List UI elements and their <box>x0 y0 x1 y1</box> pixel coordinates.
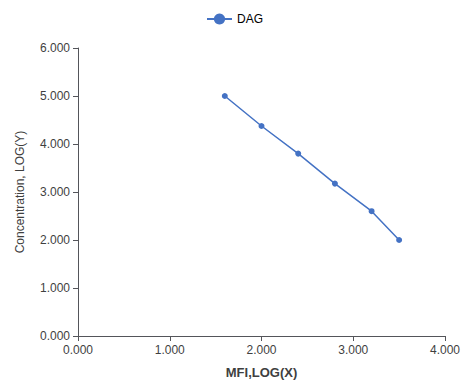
svg-text:6.000: 6.000 <box>40 41 70 55</box>
svg-text:0.000: 0.000 <box>40 329 70 343</box>
svg-text:1.000: 1.000 <box>155 343 185 357</box>
svg-text:Concentration, LOG(Y): Concentration, LOG(Y) <box>13 131 27 254</box>
svg-text:2.000: 2.000 <box>40 233 70 247</box>
svg-text:DAG: DAG <box>237 12 263 26</box>
svg-text:4.000: 4.000 <box>40 137 70 151</box>
svg-text:1.000: 1.000 <box>40 281 70 295</box>
svg-text:3.000: 3.000 <box>40 185 70 199</box>
svg-text:MFI,LOG(X): MFI,LOG(X) <box>226 365 298 380</box>
svg-text:4.000: 4.000 <box>430 343 460 357</box>
svg-text:0.000: 0.000 <box>63 343 93 357</box>
svg-text:3.000: 3.000 <box>338 343 368 357</box>
svg-text:2.000: 2.000 <box>246 343 276 357</box>
svg-text:5.000: 5.000 <box>40 89 70 103</box>
